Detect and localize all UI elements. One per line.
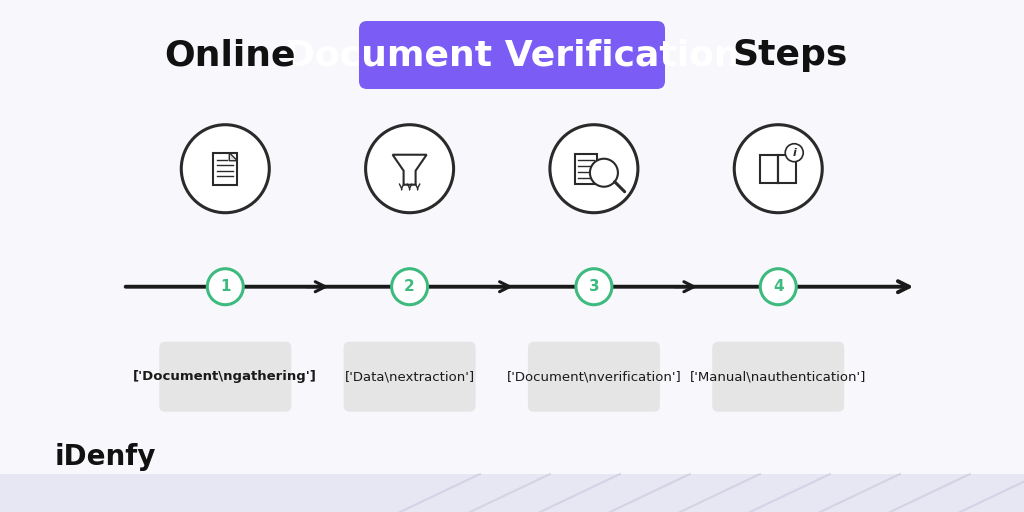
Circle shape [760,269,797,305]
Text: i: i [793,148,797,158]
Circle shape [366,125,454,212]
Text: Online: Online [164,38,296,72]
Text: ['Data\nextraction']: ['Data\nextraction'] [344,370,475,383]
Text: ['Manual\nauthentication']: ['Manual\nauthentication'] [690,370,866,383]
Text: 1: 1 [220,279,230,294]
Circle shape [575,269,612,305]
Text: ['Document\nverification']: ['Document\nverification'] [507,370,681,383]
FancyBboxPatch shape [574,154,597,184]
Polygon shape [392,155,427,185]
Text: Document Verification: Document Verification [285,38,739,72]
Circle shape [734,125,822,212]
FancyBboxPatch shape [0,474,1024,512]
Circle shape [550,125,638,212]
Text: iDenfy: iDenfy [55,443,157,471]
FancyBboxPatch shape [713,342,844,412]
Polygon shape [229,153,238,161]
Text: ['Document\ngathering']: ['Document\ngathering'] [133,370,317,383]
Text: Steps: Steps [732,38,848,72]
Text: 2: 2 [404,279,415,294]
FancyBboxPatch shape [359,21,665,89]
Circle shape [785,144,803,162]
FancyBboxPatch shape [760,155,778,183]
FancyBboxPatch shape [528,342,659,412]
Circle shape [391,269,428,305]
FancyBboxPatch shape [344,342,475,412]
Text: 4: 4 [773,279,783,294]
Circle shape [590,159,617,187]
FancyBboxPatch shape [160,342,291,412]
FancyBboxPatch shape [213,153,238,185]
Text: 3: 3 [589,279,599,294]
FancyBboxPatch shape [778,155,797,183]
Circle shape [181,125,269,212]
Circle shape [207,269,244,305]
